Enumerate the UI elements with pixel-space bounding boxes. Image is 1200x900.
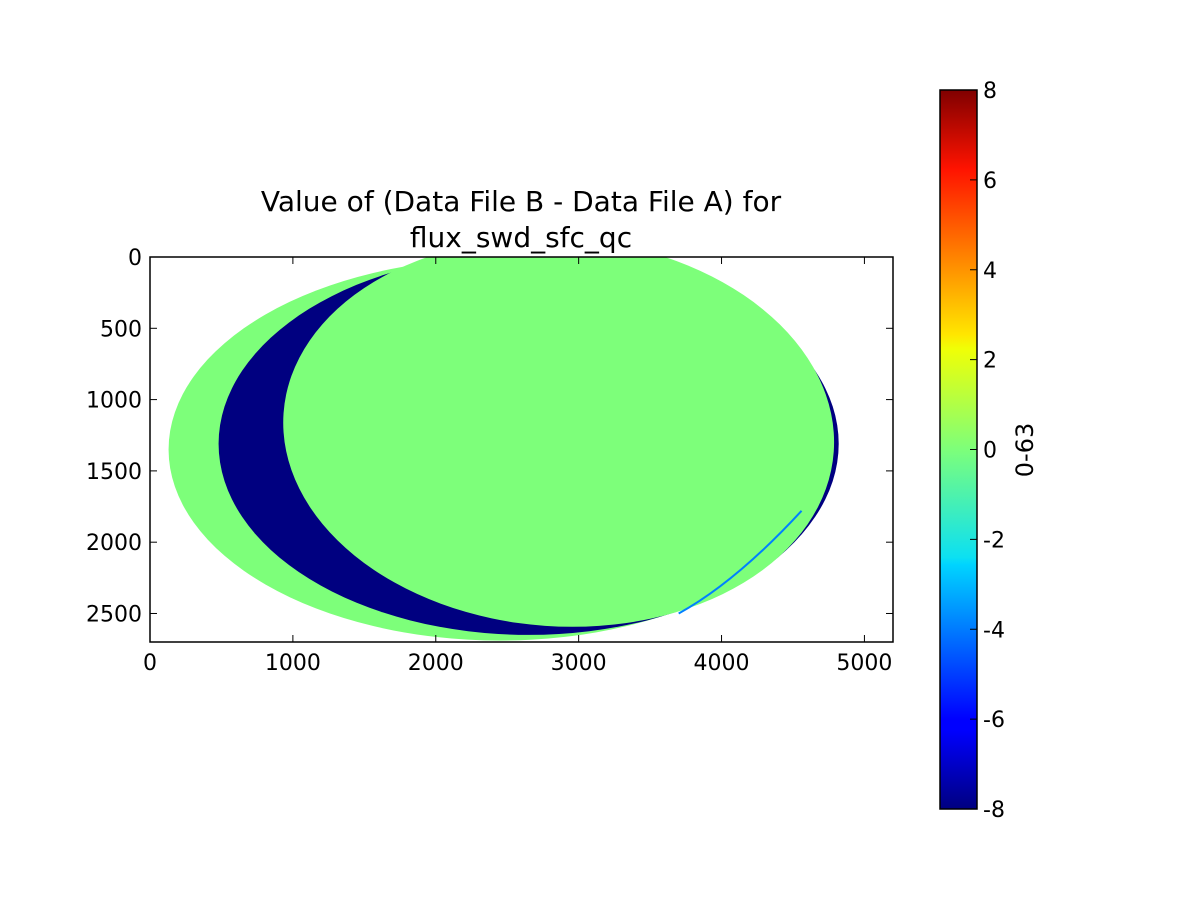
colorbar-tick-label: -8 [983, 798, 1005, 823]
y-tick-label: 0 [128, 246, 142, 271]
x-tick-label: 5000 [836, 651, 892, 676]
plot-area [168, 257, 839, 641]
colorbar-tick-label: 4 [983, 259, 997, 284]
colorbar-tick-label: 2 [983, 349, 997, 374]
colorbar-tick-label: -6 [983, 708, 1005, 733]
colorbar-tick-label: 8 [983, 79, 997, 104]
region-3-value--4 [678, 510, 803, 615]
colorbar-label: 0-63 [1011, 423, 1039, 477]
colorbar-ticks: -8 -6 -4 -2 0 2 4 6 8 [970, 79, 1005, 823]
chart-title-line-1: Value of (Data File B - Data File A) for [261, 185, 782, 218]
colorbar-tick-label: 0 [983, 439, 997, 464]
y-tick-label: 1500 [86, 460, 142, 485]
y-tick-label: 500 [100, 317, 142, 342]
y-axis: 0 500 1000 1500 2000 2500 [86, 246, 893, 627]
region-2-value-0 [283, 257, 835, 627]
y-tick-label: 2000 [86, 531, 142, 556]
x-tick-label: 1000 [265, 651, 321, 676]
x-tick-label: 4000 [694, 651, 750, 676]
x-tick-label: 3000 [551, 651, 607, 676]
colorbar-tick-label: -2 [983, 528, 1005, 553]
x-tick-label: 2000 [408, 651, 464, 676]
x-axis: 0 1000 2000 3000 4000 5000 [143, 257, 892, 676]
y-tick-label: 2500 [86, 602, 142, 627]
y-tick-label: 1000 [86, 389, 142, 414]
plot-frame [149, 256, 894, 643]
x-tick-label: 0 [143, 651, 157, 676]
colorbar-tick-label: 6 [983, 169, 997, 194]
chart-title-line-2: flux_swd_sfc_qc [410, 221, 632, 254]
colorbar-tick-label: -4 [983, 618, 1005, 643]
